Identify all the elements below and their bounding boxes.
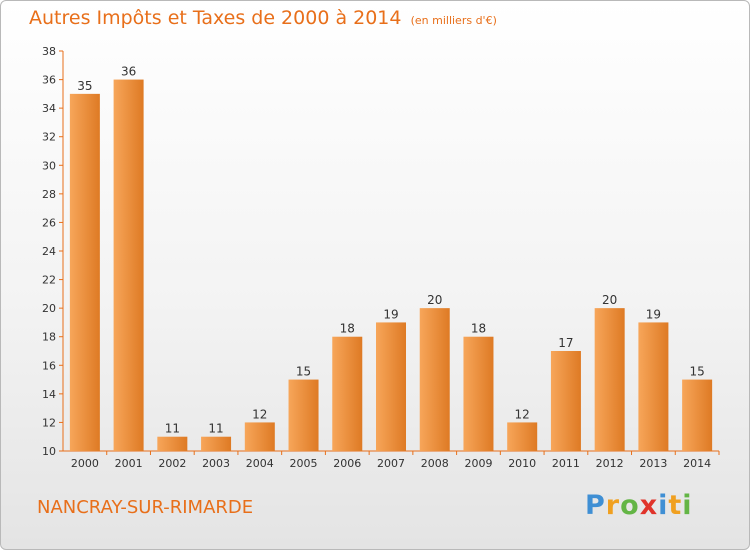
y-tick-label: 32 [42,131,56,144]
value-label-2003: 11 [208,422,223,436]
bar-2014 [682,379,713,451]
value-label-2012: 20 [602,293,617,307]
bar-2012 [594,308,625,451]
x-tick-label: 2011 [552,457,580,470]
value-label-2011: 17 [558,336,573,350]
title-row: Autres Impôts et Taxes de 2000 à 2014 (e… [29,7,497,29]
value-label-2004: 12 [252,407,267,421]
bars [69,79,713,452]
logo-letter-0: P [585,490,606,521]
y-tick-label: 20 [42,302,56,315]
value-label-2009: 18 [471,322,486,336]
x-tick-label: 2002 [158,457,186,470]
y-tick-label: 34 [42,102,56,115]
bar-2006 [332,336,363,451]
y-tick-label: 12 [42,416,56,429]
value-labels: 35 36 11 11 12 15 18 19 20 18 12 17 20 19 15 [77,65,705,436]
logo-letter-5: t [668,490,683,521]
y-tick-label: 36 [42,74,56,87]
logo-letter-1: r [605,490,621,521]
logo-letter-4: i [658,490,669,521]
y-tick-label: 30 [42,159,56,172]
value-label-2000: 35 [77,79,92,93]
value-label-2005: 15 [296,365,311,379]
value-label-2010: 12 [515,407,530,421]
logo-letter-6: i [682,490,693,521]
x-tick-label: 2005 [290,457,318,470]
y-tick-label: 28 [42,188,56,201]
value-label-2006: 18 [340,322,355,336]
bar-2010 [507,422,538,451]
chart-unit-note: (en milliers d'€) [410,14,497,27]
bar-2008 [419,308,450,451]
x-tick-label: 2012 [596,457,624,470]
y-tick-label: 24 [42,245,56,258]
x-tick-label: 2004 [246,457,274,470]
bar-2013 [638,322,669,451]
x-tick-label: 2014 [683,457,711,470]
x-tick-label: 2006 [333,457,361,470]
proxiti-logo: Proxiti [585,490,693,521]
y-tick-label: 26 [42,216,56,229]
y-tick-label: 22 [42,274,56,287]
bar-2009 [463,336,494,451]
commune-name: NANCRAY-SUR-RIMARDE [37,497,254,518]
bar-2011 [550,351,581,451]
x-tick-label: 2013 [639,457,667,470]
value-label-2001: 36 [121,65,136,79]
y-tick-label: 16 [42,359,56,372]
bar-2001 [113,79,144,452]
value-label-2002: 11 [165,422,180,436]
value-label-2013: 19 [646,307,661,321]
bar-2004 [244,422,275,451]
chart-title: Autres Impôts et Taxes de 2000 à 2014 [29,7,402,29]
y-tick-label: 14 [42,388,56,401]
value-label-2007: 19 [383,307,398,321]
bar-2000 [69,93,100,451]
bar-2002 [157,436,188,451]
x-tick-label: 2009 [464,457,492,470]
x-tick-label: 2001 [115,457,143,470]
x-tick-label: 2008 [421,457,449,470]
y-tick-label: 10 [42,445,56,458]
logo-letter-2: o [620,490,640,521]
bar-2007 [376,322,406,451]
x-tick-label: 2010 [508,457,536,470]
bar-2003 [201,436,232,451]
value-label-2014: 15 [689,365,704,379]
x-tick-label: 2000 [71,457,99,470]
y-tick-label: 38 [42,45,56,58]
bar-2005 [288,379,319,451]
x-tick-label: 2007 [377,457,405,470]
y-tick-label: 18 [42,331,56,344]
logo-letter-3: x [639,490,659,521]
value-label-2008: 20 [427,293,442,307]
x-tick-label: 2003 [202,457,230,470]
